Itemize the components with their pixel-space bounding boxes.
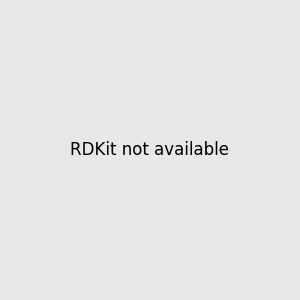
Text: RDKit not available: RDKit not available: [70, 141, 230, 159]
